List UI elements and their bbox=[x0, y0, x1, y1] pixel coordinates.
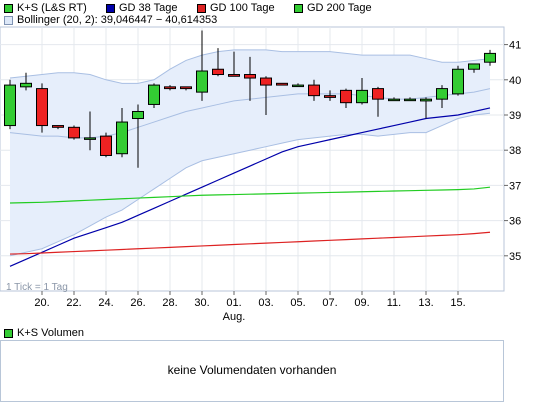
x-tick-label: 30. bbox=[194, 297, 209, 309]
candle-down bbox=[372, 88, 384, 100]
candle-up bbox=[20, 82, 32, 88]
legend-swatch-gd100 bbox=[197, 3, 206, 13]
candle-up bbox=[356, 89, 368, 104]
candle-down bbox=[324, 95, 336, 98]
candle-up bbox=[388, 98, 400, 102]
candle-down bbox=[180, 86, 192, 90]
x-tick-label: 20. bbox=[34, 297, 49, 309]
candle-up bbox=[292, 84, 304, 88]
x-tick-label: 05. bbox=[290, 297, 305, 309]
line-ma100 bbox=[9, 231, 491, 255]
candle-down bbox=[164, 86, 176, 90]
legend-swatch-gd200 bbox=[294, 3, 303, 13]
bollinger-lower-line bbox=[9, 112, 491, 257]
candle-up bbox=[196, 70, 208, 93]
legend-label-gd100: GD 100 Tage bbox=[210, 2, 275, 14]
candle-up bbox=[436, 88, 448, 100]
candle-up bbox=[132, 110, 144, 120]
volume-empty-message: keine Volumendaten vorhanden bbox=[167, 363, 337, 377]
y-tick-label: 35 bbox=[509, 251, 521, 263]
legend-item-bollinger: Bollinger (20, 2): 39,046447 − 40,614353 bbox=[4, 14, 217, 26]
legend-swatch-gd38 bbox=[106, 3, 115, 13]
legend-swatch-bollinger bbox=[4, 15, 13, 25]
legend-swatch-ks bbox=[4, 3, 13, 13]
candle-up bbox=[4, 84, 16, 127]
legend-label-bollinger: Bollinger (20, 2): 39,046447 − 40,614353 bbox=[17, 14, 218, 26]
x-tick-label: 07. bbox=[322, 297, 337, 309]
x-tick-label: 13. bbox=[418, 297, 433, 309]
x-tick-label: 03. bbox=[258, 297, 273, 309]
y-tick-label: 37 bbox=[509, 180, 521, 192]
candle-down bbox=[212, 68, 224, 76]
legend-item-volume: K+S Volumen bbox=[4, 327, 84, 339]
candle-up bbox=[404, 98, 416, 102]
candlesticks bbox=[4, 30, 496, 168]
candle-up bbox=[420, 98, 432, 102]
candle-up bbox=[148, 84, 160, 105]
candle-down bbox=[276, 82, 288, 86]
legend-item-ks: K+S (L&S RT) bbox=[4, 2, 87, 14]
candle-down bbox=[68, 126, 80, 139]
candle-down bbox=[36, 88, 48, 127]
legend-label-volume: K+S Volumen bbox=[17, 327, 84, 339]
candle-down bbox=[260, 77, 272, 86]
y-tick-label: 41 bbox=[509, 40, 521, 52]
legend-label-gd200: GD 200 Tage bbox=[307, 2, 372, 14]
moving-average-lines bbox=[9, 107, 491, 267]
x-tick-label: 22. bbox=[66, 297, 81, 309]
legend-label-gd38: GD 38 Tage bbox=[119, 2, 178, 14]
legend-label-ks: K+S (L&S RT) bbox=[17, 2, 87, 14]
x-tick-label: 26. bbox=[130, 297, 145, 309]
candle-up bbox=[484, 52, 496, 63]
bollinger-upper-line bbox=[9, 49, 491, 84]
price-chart: 35 36 37 38 39 40 41 20. 22. 24. 26. 28. 30. 01. 03. 0… bbox=[0, 26, 521, 323]
y-tick-label: 40 bbox=[509, 75, 521, 87]
legend-swatch-volume bbox=[4, 328, 13, 338]
x-tick-label: 15. bbox=[450, 297, 465, 309]
x-tick-label: 01. bbox=[226, 297, 241, 309]
candle-up bbox=[116, 121, 128, 155]
x-tick-label: 24. bbox=[98, 297, 113, 309]
line-ma38 bbox=[9, 107, 491, 267]
candle-down bbox=[100, 135, 112, 156]
candle-down bbox=[244, 74, 256, 79]
candle-up bbox=[84, 137, 96, 140]
tick-note: 1 Tick = 1 Tag bbox=[6, 282, 68, 293]
candle-down bbox=[228, 74, 240, 77]
x-tick-label: 28. bbox=[162, 297, 177, 309]
legend-item-gd200: GD 200 Tage bbox=[294, 2, 372, 14]
candle-down bbox=[340, 89, 352, 104]
candle-down bbox=[52, 125, 64, 128]
x-month-label: Aug. bbox=[223, 311, 246, 323]
candle-up bbox=[452, 68, 464, 95]
y-tick-label: 38 bbox=[509, 145, 521, 157]
x-axis: 20. 22. 24. 26. 28. 30. 01. 03. 05. 07. 09. 11. 13. 1… bbox=[34, 291, 466, 309]
volume-panel: keine Volumendaten vorhanden bbox=[0, 340, 504, 402]
line-ma200 bbox=[9, 186, 491, 204]
y-tick-label: 36 bbox=[509, 216, 521, 228]
candle-up bbox=[468, 63, 480, 70]
x-tick-label: 11. bbox=[387, 297, 401, 309]
y-axis: 35 36 37 38 39 40 41 bbox=[504, 40, 521, 263]
legend-item-gd38: GD 38 Tage bbox=[106, 2, 178, 14]
y-tick-label: 39 bbox=[509, 110, 521, 122]
candle-down bbox=[308, 84, 320, 97]
x-tick-label: 09. bbox=[354, 297, 369, 309]
legend-item-gd100: GD 100 Tage bbox=[197, 2, 275, 14]
